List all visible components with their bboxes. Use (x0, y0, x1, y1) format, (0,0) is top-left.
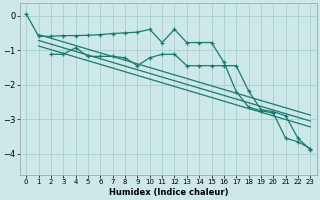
X-axis label: Humidex (Indice chaleur): Humidex (Indice chaleur) (108, 188, 228, 197)
